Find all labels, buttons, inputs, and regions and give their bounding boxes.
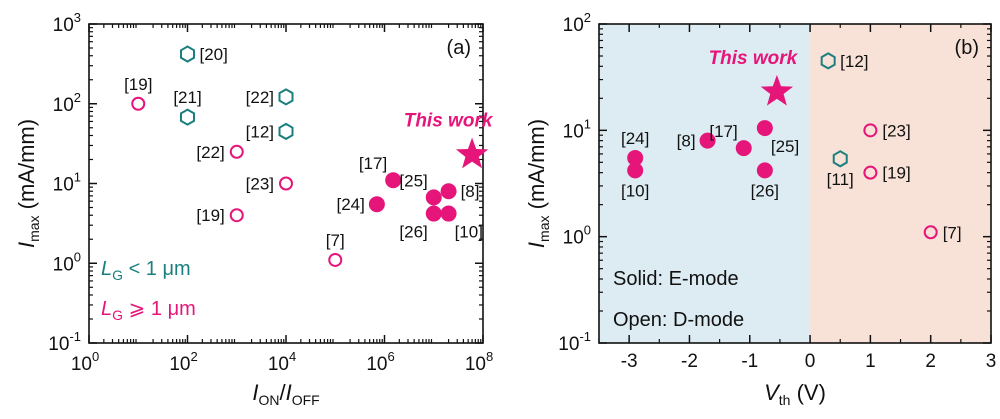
plot-frame [598,23,992,344]
data-point-circle [699,132,716,149]
data-point-hexagon [832,150,848,168]
data-point-label: [17] [709,122,737,141]
y-tick-label: 102 [53,90,81,116]
data-point-label: [12] [840,52,868,71]
data-point-circle [425,189,442,206]
y-axis-title: Imax (mA/mm) [524,119,552,248]
data-point-label: [23] [882,121,910,140]
region-1 [810,24,991,343]
data-point-hexagon [180,45,195,63]
data-point-label: [10] [621,181,649,200]
x-tick-label: 0 [805,351,816,372]
data-point-hexagon [278,88,294,106]
data-point-label: [8] [461,182,480,201]
x-tick-label: 102 [169,349,197,375]
data-point-label: [19] [196,206,224,225]
data-point-label: [19] [124,75,152,94]
mode-note: Open: D-mode [613,309,744,331]
x-tick-label: -2 [681,351,698,372]
data-point-circle [229,144,244,159]
data-point-circle [279,176,293,191]
x-tick-label: 108 [465,349,493,375]
y-tick-label: 10-1 [48,329,81,355]
x-tick-label: 100 [71,349,99,375]
data-point-label: [22] [246,88,274,107]
x-tick-label: 104 [268,349,296,375]
legend-item: LG ⩾ 1 μm [101,298,196,323]
data-point-hexagon [820,52,836,70]
data-point-label: [21] [173,88,201,107]
panel-tag: (a) [447,37,471,59]
data-point-label: [26] [399,223,427,242]
x-tick-label: 1 [865,351,876,372]
data-point-label: [8] [677,132,696,151]
x-axis-title: ION/IOFF [252,380,319,408]
legend-item: LG < 1 μm [101,258,191,283]
data-point-circle [385,172,402,189]
y-tick-label: 100 [53,249,81,275]
x-tick-label: -3 [621,351,638,372]
data-point-label: [25] [771,137,799,156]
data-point-label: [24] [337,195,365,214]
data-point-circle [229,208,244,223]
x-tick-label: -1 [741,351,758,372]
data-point-circle [735,140,752,157]
data-point-label: [12] [246,122,274,141]
data-point-label: [26] [751,181,779,200]
data-point-circle [440,183,457,200]
data-point-label: [20] [200,45,228,64]
data-point-label: [22] [196,143,224,162]
data-point-label: [25] [399,171,427,190]
data-point-label: [11] [827,170,854,189]
data-point-hexagon [180,108,195,126]
data-point-circle [440,205,457,222]
data-point-circle [131,96,146,111]
panel-b: 10-1 100 101 102 -3 -2 -1 0 1 2 3 Vth (V) Imax (mA/m… [524,10,996,408]
y-tick-label: 101 [53,170,81,196]
data-point-circle [368,196,385,213]
data-point-label: [7] [326,231,345,250]
data-point-label: [19] [882,164,910,183]
y-tick-label: 101 [563,116,591,142]
this-work-star [760,74,794,106]
data-point-circle [328,252,343,267]
y-tick-label: 100 [563,223,591,249]
data-point-label: [17] [359,154,387,173]
data-point-circle [863,165,878,180]
data-point-circle [425,205,442,222]
data-point-circle [923,225,938,240]
data-point-label: [23] [246,175,274,194]
data-point-label: [10] [455,223,483,242]
plot-frame [88,23,484,344]
x-axis-title: Vth (V) [764,380,826,408]
data-point-circle [756,162,773,179]
panel-tag: (b) [955,37,979,59]
this-work-label: This work [709,48,799,69]
data-point-circle [756,120,773,137]
y-axis-title: Imax (mA/mm) [14,119,42,248]
y-tick-label: 103 [53,10,81,36]
data-point-label: [7] [943,223,962,242]
this-work-star [455,137,489,169]
mode-note: Solid: E-mode [613,268,739,290]
y-tick-label: 102 [563,10,591,36]
this-work-label: This work [404,111,494,132]
x-tick-label: 106 [366,349,394,375]
x-tick-label: 3 [986,351,997,372]
data-point-circle [863,123,878,138]
data-point-label: [24] [621,129,649,148]
x-tick-label: 2 [925,351,936,372]
region-0 [599,24,811,343]
data-point-hexagon [278,122,294,141]
y-tick-label: 10-1 [558,329,591,355]
data-point-circle [627,162,644,179]
